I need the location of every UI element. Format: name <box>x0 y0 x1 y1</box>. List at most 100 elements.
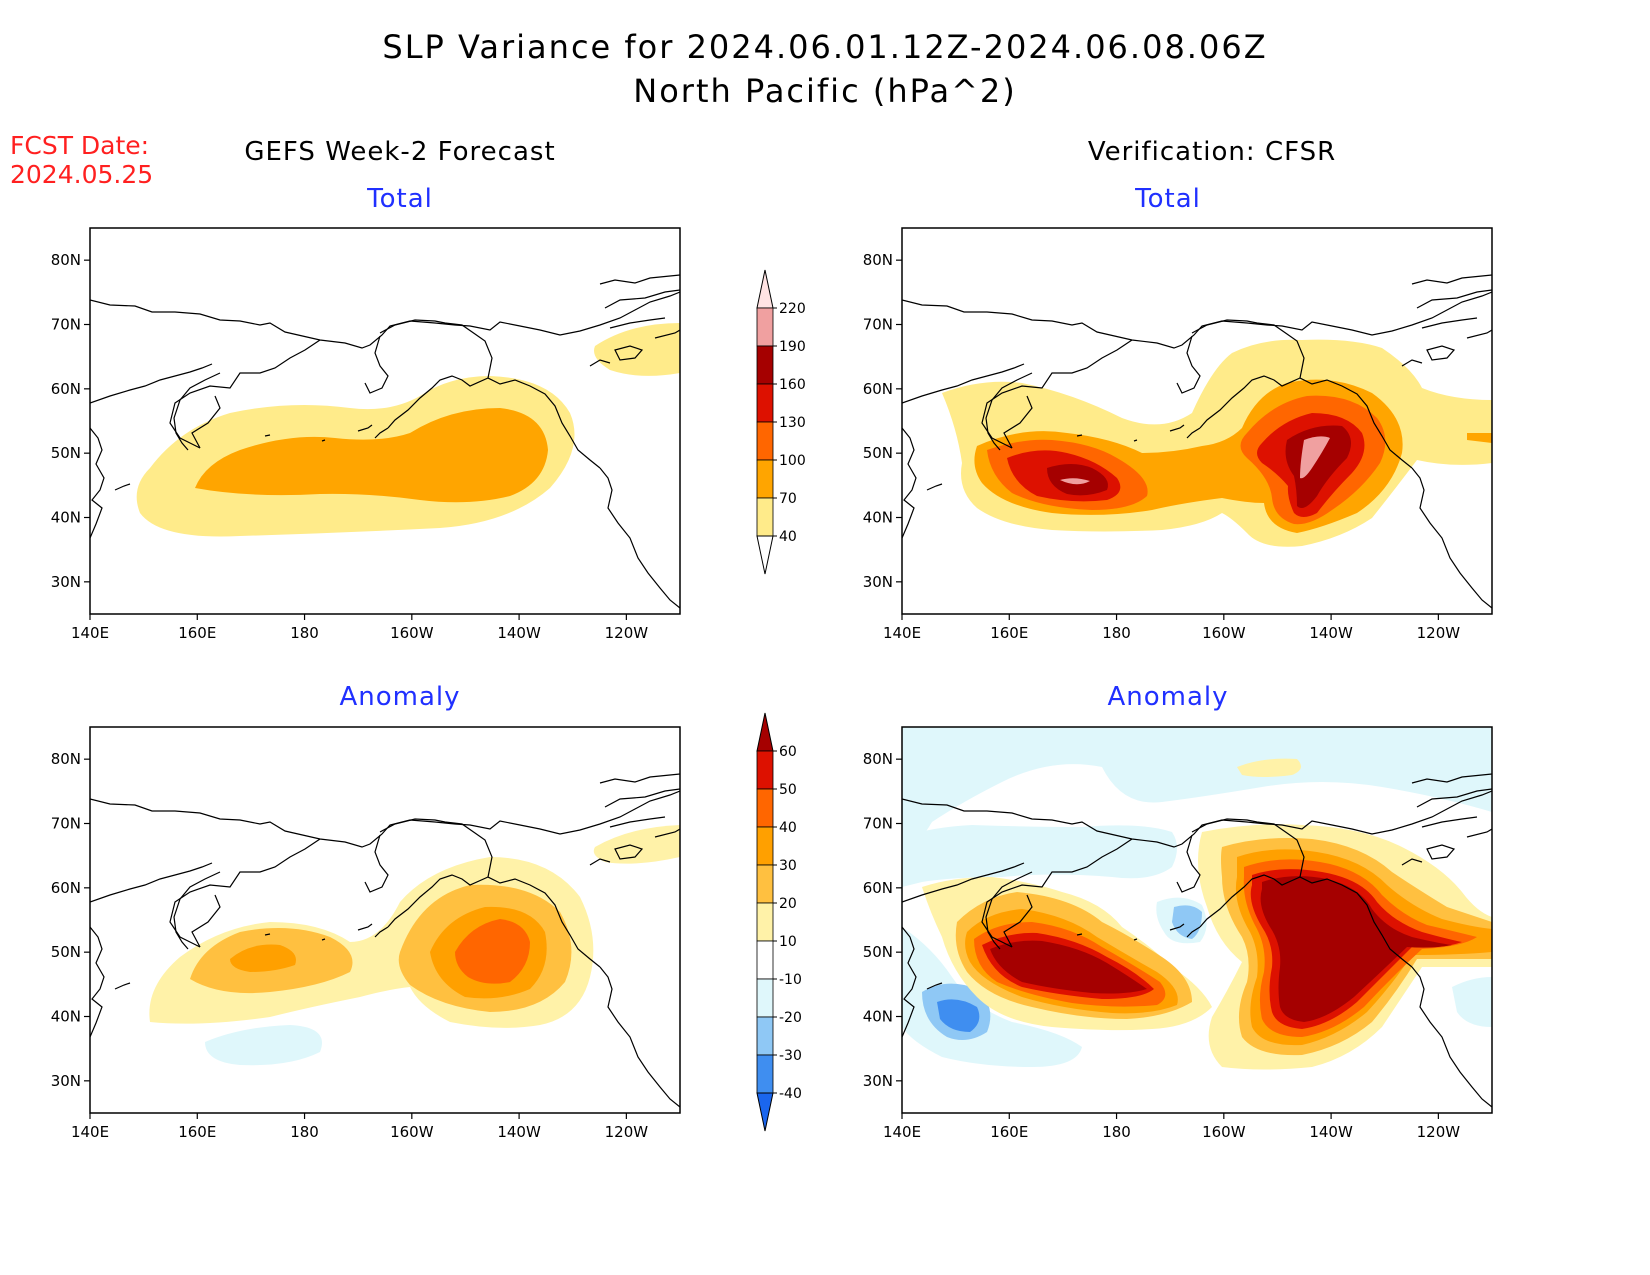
colorbar-label: 10 <box>779 934 797 950</box>
lon-tick-label: 140W <box>497 1123 541 1141</box>
forecast-total-40-contour-east <box>594 323 680 376</box>
colorbar-segment <box>756 497 774 537</box>
lat-tick-label: 40N <box>51 509 81 527</box>
lat-tick-label: 70N <box>51 316 81 334</box>
colorbar-label: 220 <box>779 301 806 317</box>
lat-tick-label: 60N <box>51 879 81 897</box>
lat-tick-label: 30N <box>51 573 81 591</box>
colorbar-label: -40 <box>779 1086 802 1102</box>
colorbar-label: 100 <box>779 453 806 469</box>
colorbar-top-arrow <box>756 712 774 752</box>
colorbar-segment <box>756 864 774 904</box>
axes-layer: 140E 160E 180 160W 140W 120W 30N 40N 50N 60N 70N 80… <box>51 251 1461 1141</box>
panel-forecast-total <box>89 227 681 615</box>
panel-title-verification-anomaly: Anomaly <box>1107 682 1229 712</box>
colorbar-total: 40 70 100 130 160 190 220 <box>756 269 806 575</box>
panel-title-forecast-total: Total <box>367 184 433 214</box>
panel-verification-total <box>901 227 1493 615</box>
forecast-anomaly-40-contour <box>455 919 530 984</box>
lon-tick-label: 140E <box>883 624 921 642</box>
colorbar-label: 40 <box>779 820 797 836</box>
lat-tick-label: 80N <box>51 750 81 768</box>
verification-total-40-contour-east <box>1467 433 1492 443</box>
lat-tick-label: 80N <box>863 251 893 269</box>
lon-tick-label: 160E <box>990 624 1028 642</box>
colorbar-bottom-arrow <box>756 1092 774 1132</box>
colorbar-segment <box>756 1016 774 1056</box>
colorbar-label: 70 <box>779 491 797 507</box>
colorbar-label: 60 <box>779 744 797 760</box>
colorbar-segment <box>756 421 774 461</box>
colorbar-top-arrow <box>756 269 774 309</box>
colorbar-segment <box>756 459 774 499</box>
colorbar-label: 190 <box>779 339 806 355</box>
colorbar-segment <box>756 307 774 347</box>
lon-tick-label: 180 <box>1102 624 1131 642</box>
verification-anomaly-minus10-contour-east <box>1452 977 1492 1027</box>
lat-tick-label: 30N <box>51 1072 81 1090</box>
forecast-anomaly-10-contour-east <box>593 825 680 864</box>
colorbar-segment <box>756 940 774 980</box>
fcst-label: FCST Date: <box>10 131 150 160</box>
forecast-anomaly-minus10-contour <box>205 1025 322 1066</box>
colorbar-label: 160 <box>779 377 806 393</box>
lat-tick-label: 40N <box>863 509 893 527</box>
verification-total-190-contour-east <box>1300 436 1330 479</box>
lat-tick-label: 50N <box>863 444 893 462</box>
lat-tick-label: 30N <box>863 573 893 591</box>
forecast-total-70-contour <box>195 408 548 503</box>
lat-tick-label: 50N <box>863 943 893 961</box>
lat-tick-label: 50N <box>51 444 81 462</box>
colorbar-label: -20 <box>779 1010 802 1026</box>
lon-tick-label: 180 <box>1102 1123 1131 1141</box>
colorbar-label: 50 <box>779 782 797 798</box>
lon-tick-label: 140E <box>71 1123 109 1141</box>
panel-title-verification-total: Total <box>1135 184 1201 214</box>
colorbar-segment <box>756 345 774 385</box>
lon-tick-label: 120W <box>1417 624 1461 642</box>
lon-tick-label: 160W <box>390 624 434 642</box>
verification-anomaly-10-contour-north <box>1237 758 1301 777</box>
left-column-title: GEFS Week-2 Forecast <box>244 137 556 167</box>
lon-tick-label: 180 <box>290 1123 319 1141</box>
lon-tick-label: 120W <box>605 1123 649 1141</box>
lon-tick-label: 160E <box>990 1123 1028 1141</box>
colorbar-label: 40 <box>779 529 797 545</box>
forecast-anomaly-30-contour <box>230 944 296 972</box>
lat-tick-label: 60N <box>863 879 893 897</box>
right-column-title: Verification: CFSR <box>1087 137 1337 167</box>
fcst-date: 2024.05.25 <box>10 160 154 189</box>
lon-tick-label: 160W <box>390 1123 434 1141</box>
colorbar-label: 130 <box>779 415 806 431</box>
colorbar-segment <box>756 902 774 942</box>
lon-tick-label: 120W <box>1417 1123 1461 1141</box>
lon-tick-label: 160W <box>1202 1123 1246 1141</box>
colorbar-segment <box>756 826 774 866</box>
colorbar-segment <box>756 978 774 1018</box>
colorbar-anomaly: -40 -30 -20 -10 10 20 30 40 50 60 <box>756 712 802 1132</box>
lat-tick-label: 80N <box>51 251 81 269</box>
lat-tick-label: 70N <box>863 316 893 334</box>
lat-tick-label: 30N <box>863 1072 893 1090</box>
colorbar-label: -30 <box>779 1048 802 1064</box>
lat-tick-label: 40N <box>51 1008 81 1026</box>
lon-tick-label: 160W <box>1202 624 1246 642</box>
panel-verification-anomaly <box>901 726 1493 1114</box>
colorbar-bottom-arrow <box>756 535 774 575</box>
colorbar-segment <box>756 1054 774 1094</box>
colorbar-label: 30 <box>779 858 797 874</box>
lat-tick-label: 40N <box>863 1008 893 1026</box>
lon-tick-label: 160E <box>178 624 216 642</box>
lon-tick-label: 140E <box>71 624 109 642</box>
lon-tick-label: 140W <box>1309 624 1353 642</box>
verification-anomaly-60-contour-east <box>1260 876 1452 1022</box>
verification-total-190-contour <box>1060 478 1090 485</box>
colorbar-label: -10 <box>779 972 802 988</box>
lon-tick-label: 180 <box>290 624 319 642</box>
lat-tick-label: 80N <box>863 750 893 768</box>
verification-anomaly-minus10-contour-north <box>902 727 1492 857</box>
colorbar-label: 20 <box>779 896 797 912</box>
colorbar-segment <box>756 383 774 423</box>
verification-total-160-contour-east <box>1285 425 1351 509</box>
